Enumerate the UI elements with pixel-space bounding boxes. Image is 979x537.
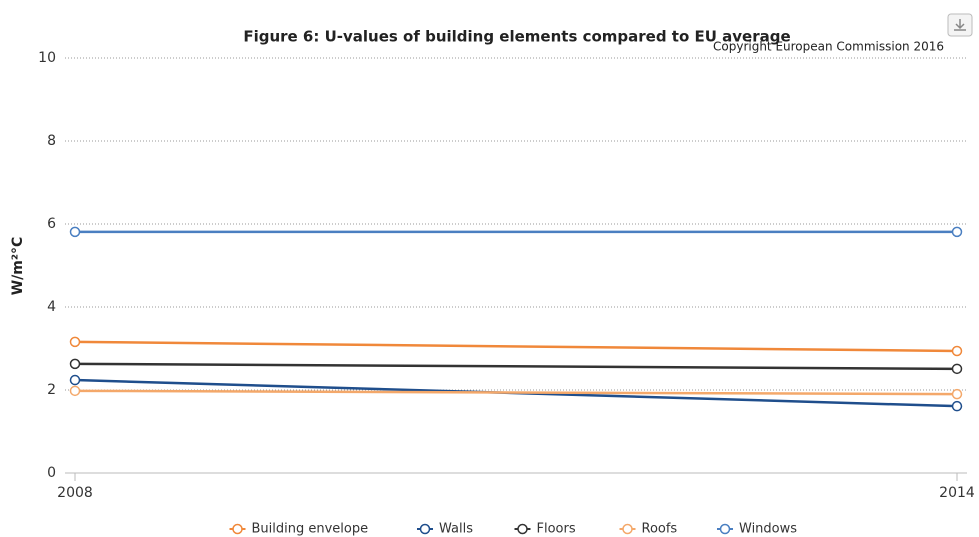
- y-tick-label: 2: [47, 382, 56, 398]
- data-point: [951, 400, 963, 412]
- legend-label: Windows: [739, 522, 797, 537]
- y-tick-label: 8: [47, 133, 56, 149]
- x-tick-label: 2014: [939, 485, 975, 501]
- legend-label: Floors: [537, 522, 576, 537]
- legend-label: Walls: [439, 522, 473, 537]
- legend-swatch: [232, 523, 243, 535]
- legend-label: Building envelope: [252, 522, 369, 537]
- x-tick-label: 2008: [57, 485, 93, 501]
- legend-swatch: [719, 523, 731, 535]
- legend-swatch: [517, 523, 528, 535]
- y-tick-label: 0: [47, 465, 56, 481]
- series-line: [74, 362, 958, 371]
- data-point: [69, 385, 81, 397]
- y-tick-label: 4: [47, 299, 56, 315]
- data-point: [951, 363, 963, 375]
- data-point: [951, 226, 963, 238]
- data-point: [69, 336, 81, 348]
- y-tick-label: 6: [47, 216, 56, 232]
- y-tick-label: 10: [38, 50, 56, 66]
- series-line: [74, 340, 958, 353]
- data-point: [69, 226, 81, 238]
- legend-swatch: [622, 523, 633, 535]
- data-point: [951, 388, 963, 400]
- data-point: [69, 358, 81, 370]
- y-axis-label: W/m²°C: [10, 237, 26, 296]
- legend-label: Roofs: [642, 522, 678, 537]
- data-point: [951, 345, 963, 357]
- series-line: [74, 389, 958, 396]
- download-button[interactable]: [947, 13, 973, 37]
- chart-title: Figure 6: U-values of building elements …: [243, 28, 790, 46]
- data-point: [69, 374, 81, 386]
- legend-swatch: [419, 523, 431, 535]
- chart-credit: Copyright European Commission 2016: [713, 40, 944, 54]
